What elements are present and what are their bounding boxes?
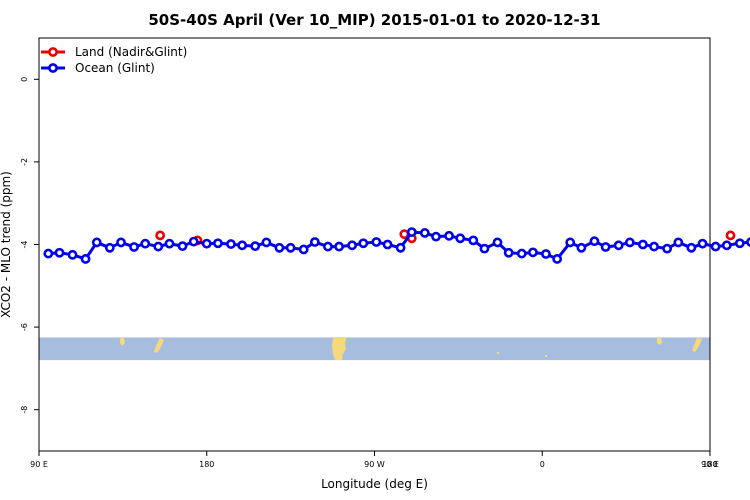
map-land-south-america [332,338,346,360]
data-point [226,239,236,249]
data-point [406,227,417,238]
data-point [725,230,736,241]
data-point [565,237,576,248]
data-point [479,243,490,254]
y-tick-label: -2 [20,158,29,166]
legend-swatch-marker [48,47,58,57]
legend-swatch-marker [48,63,58,73]
map-strip [39,337,710,361]
map-land-new-zealand-south [120,338,125,346]
y-tick-label: 0 [20,77,29,82]
data-point [468,235,479,246]
data-point [298,244,309,255]
data-point [697,238,708,249]
data-point [164,238,175,249]
data-point [347,240,358,251]
data-point [91,237,102,248]
data-point [492,237,503,248]
legend: Land (Nadir&Glint) Ocean (Glint) [41,45,187,75]
data-point [686,242,697,253]
data-point [188,236,199,247]
legend-label: Land (Nadir&Glint) [75,45,187,59]
data-point [201,238,212,249]
data-point [261,237,272,248]
legend-item: Ocean (Glint) [41,61,155,75]
map-land-speck [497,352,499,354]
data-point [213,238,223,249]
y-tick-label: -8 [20,406,29,414]
data-point [80,254,91,264]
data-point [323,241,333,252]
data-point [662,243,673,254]
data-point [649,241,659,252]
data-point [177,241,188,252]
data-point [600,242,611,252]
data-point [431,231,441,242]
data-point [444,230,454,241]
map-ocean-band [39,337,710,361]
series-ocean [43,227,750,264]
x-tick-label: 180 [702,460,717,469]
data-point [371,237,382,247]
x-tick-label: 90 W [364,460,385,469]
series [43,227,750,264]
legend-label: Ocean (Glint) [75,61,155,75]
data-point [155,230,166,241]
data-point [104,242,115,253]
data-point [746,237,750,247]
y-tick-label: -4 [20,241,29,249]
data-point [43,248,54,259]
data-point [638,239,648,250]
x-tick-label: 90 E [30,460,48,469]
map-land-new-zealand-south-2 [154,338,164,353]
x-tick-label: 180 [199,460,214,469]
data-point [541,249,551,259]
data-point [528,247,538,258]
data-point [140,238,151,249]
data-point [358,238,369,249]
data-point [67,249,78,260]
data-point [274,242,285,253]
data-point [153,241,164,252]
data-point [309,237,320,247]
map-land-new-zealand-east [657,338,662,345]
data-point [334,241,344,252]
data-point [455,233,466,244]
data-point [237,240,248,251]
x-axis-label: Longitude (deg E) [321,477,428,491]
map-land-speck-2 [545,355,547,357]
data-point [589,236,600,247]
y-tick-label: -6 [20,323,29,331]
data-point [673,237,684,248]
data-point [734,238,745,249]
data-point [54,247,65,258]
data-point [721,240,732,251]
data-point [613,240,624,251]
data-point [285,242,296,253]
data-point [503,247,514,258]
data-point [624,237,635,248]
data-point [552,254,563,264]
data-point [419,228,430,238]
data-point [710,241,721,252]
data-point [129,242,139,252]
x-tick-label: 90 E [701,460,719,469]
data-point [395,242,406,253]
legend-item: Land (Nadir&Glint) [41,45,187,59]
x-tick-label: 0 [540,460,545,469]
data-point [116,237,126,248]
data-point [576,242,587,253]
data-point [250,241,261,252]
chart-title: 50S-40S April (Ver 10_MIP) 2015-01-01 to… [148,11,600,29]
y-axis-label: XCO2 - MLO trend (ppm) [0,171,13,318]
data-point [382,239,393,250]
map-land-new-zealand-east-2 [692,338,702,352]
data-point [516,248,527,259]
